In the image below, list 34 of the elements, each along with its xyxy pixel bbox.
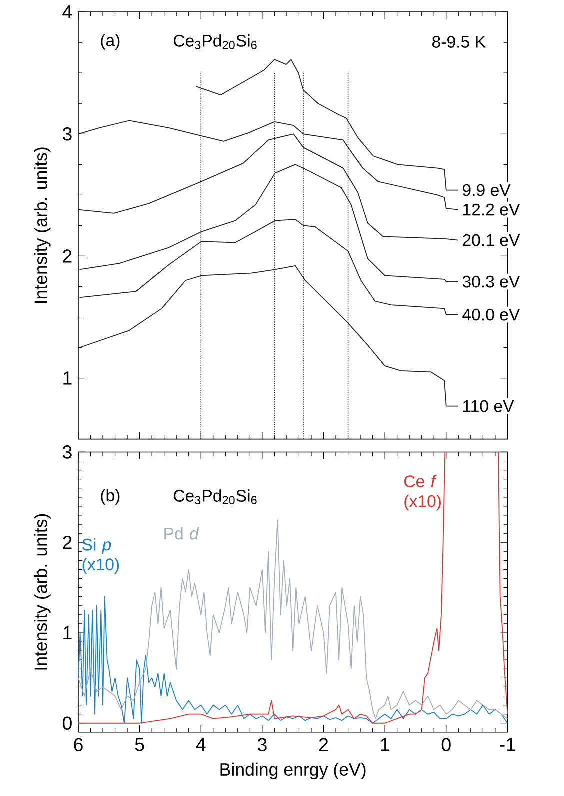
annotation: 8-9.5 K: [432, 36, 486, 48]
y-tick-label: 2: [63, 250, 72, 263]
series-label: 20.1 eV: [462, 234, 520, 246]
x-tick-label: 4: [196, 738, 206, 752]
series-label: 30.3 eV: [462, 276, 520, 288]
y-axis-title: Intensity (arb. units): [34, 514, 51, 670]
series-label: 40.0 eV: [462, 308, 520, 321]
x-tick-label: 1: [381, 738, 390, 752]
y-tick-label: 0: [62, 716, 72, 730]
x-tick-label: 6: [74, 738, 83, 752]
x-tick-label: 5: [135, 738, 144, 752]
x-tick-label: -1: [500, 738, 515, 752]
annotation: Ce$_{3}$Pd$_{20}$Si$_{6}$: [174, 34, 257, 50]
y-tick-label: 3: [62, 127, 72, 141]
series-label: 110 eV: [463, 400, 514, 412]
y-tick-label: 4: [62, 6, 72, 19]
y-tick-label: 1: [63, 626, 72, 640]
y-tick-label: 2: [63, 536, 72, 550]
annotation: Ce$_{3}$Pd$_{20}$Si$_{6}$: [174, 490, 257, 504]
annotation: (a): [101, 34, 120, 50]
x-tick-label: 3: [258, 738, 267, 752]
y-tick-label: 3: [62, 446, 72, 459]
series-label: Ce f (x10): [404, 475, 441, 511]
line-series: [78, 596, 508, 724]
x-tick-label: 2: [319, 738, 328, 752]
y-tick-label: 1: [63, 372, 72, 385]
annotation: (b): [101, 489, 120, 505]
series-label: Pd d: [164, 527, 200, 540]
series-label: 9.9 eV: [462, 184, 511, 196]
x-axis-title: Binding enrgy (eV): [220, 762, 366, 780]
series-label: Si p (x10): [82, 538, 119, 574]
x-tick-label: 0: [442, 738, 451, 752]
y-axis-title: Intensity (arb. units): [34, 148, 51, 304]
series-label: 12.2 eV: [463, 204, 520, 216]
